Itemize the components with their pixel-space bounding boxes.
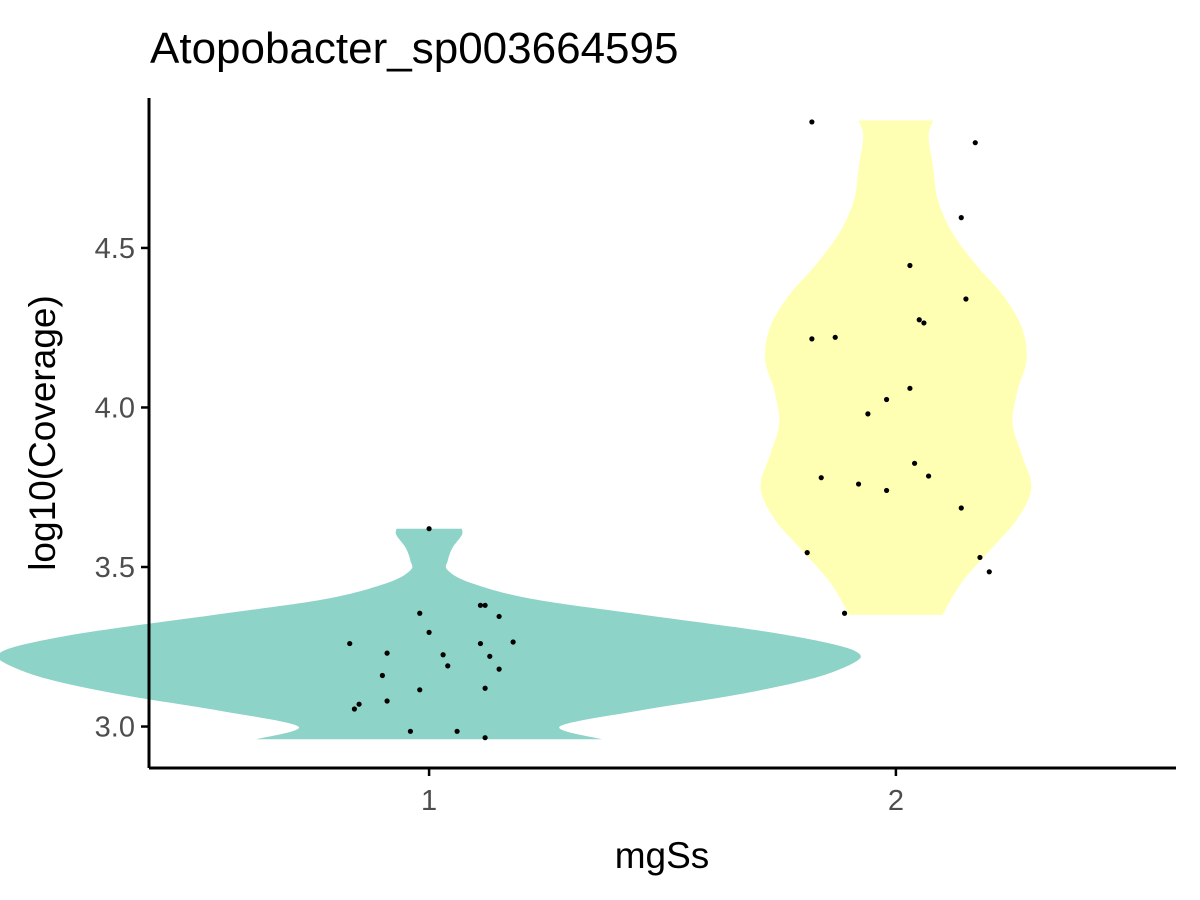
data-point xyxy=(347,640,353,647)
data-point xyxy=(907,385,913,391)
data-point xyxy=(809,119,815,125)
data-point xyxy=(351,706,357,712)
data-point xyxy=(977,554,983,561)
chart-title: Atopobacter_sp003664595 xyxy=(150,24,678,73)
data-point xyxy=(883,396,890,403)
x-tick-label: 1 xyxy=(421,785,437,817)
data-point xyxy=(440,652,446,658)
data-point xyxy=(417,610,423,616)
data-point xyxy=(445,663,451,669)
y-tick-label: 3.5 xyxy=(95,552,135,584)
data-point xyxy=(832,334,838,340)
violin-layer xyxy=(0,120,1032,740)
data-point xyxy=(818,475,824,481)
violin-group-2 xyxy=(760,120,1032,615)
data-point xyxy=(855,481,862,487)
data-point xyxy=(426,629,432,636)
data-point xyxy=(496,666,502,672)
y-axis-ticks: 3.0 3.5 4.0 4.5 xyxy=(95,233,149,744)
data-point xyxy=(356,701,362,707)
y-tick-label: 4.5 xyxy=(95,233,135,265)
data-point xyxy=(384,698,390,704)
data-point xyxy=(454,728,460,734)
data-point xyxy=(384,650,390,656)
data-point xyxy=(916,317,922,323)
data-point xyxy=(426,526,432,532)
y-tick-label: 3.0 xyxy=(95,712,135,744)
data-point xyxy=(482,685,488,691)
data-point xyxy=(477,640,484,647)
data-point xyxy=(487,653,493,659)
data-point xyxy=(482,735,488,741)
data-point xyxy=(407,728,414,734)
data-point xyxy=(911,460,918,466)
data-point xyxy=(972,140,978,146)
data-point xyxy=(417,687,423,693)
data-point xyxy=(958,505,964,511)
data-point xyxy=(865,411,871,417)
x-axis-title: mgSs xyxy=(615,835,710,876)
data-point xyxy=(496,613,502,620)
data-point xyxy=(921,320,927,326)
data-point xyxy=(477,602,484,608)
data-point xyxy=(883,487,890,494)
data-point xyxy=(963,296,969,302)
data-point xyxy=(986,569,992,575)
y-tick-label: 4.0 xyxy=(95,392,135,424)
data-point xyxy=(804,550,810,556)
data-point xyxy=(958,215,964,221)
data-point xyxy=(510,639,516,645)
data-point xyxy=(841,610,848,616)
y-axis-title: log10(Coverage) xyxy=(22,295,63,571)
data-point xyxy=(482,602,488,608)
data-point xyxy=(907,262,913,269)
data-point xyxy=(379,672,386,679)
point-layer xyxy=(347,119,992,741)
data-point xyxy=(809,336,815,342)
x-tick-label: 2 xyxy=(888,785,904,817)
data-point xyxy=(925,473,932,479)
